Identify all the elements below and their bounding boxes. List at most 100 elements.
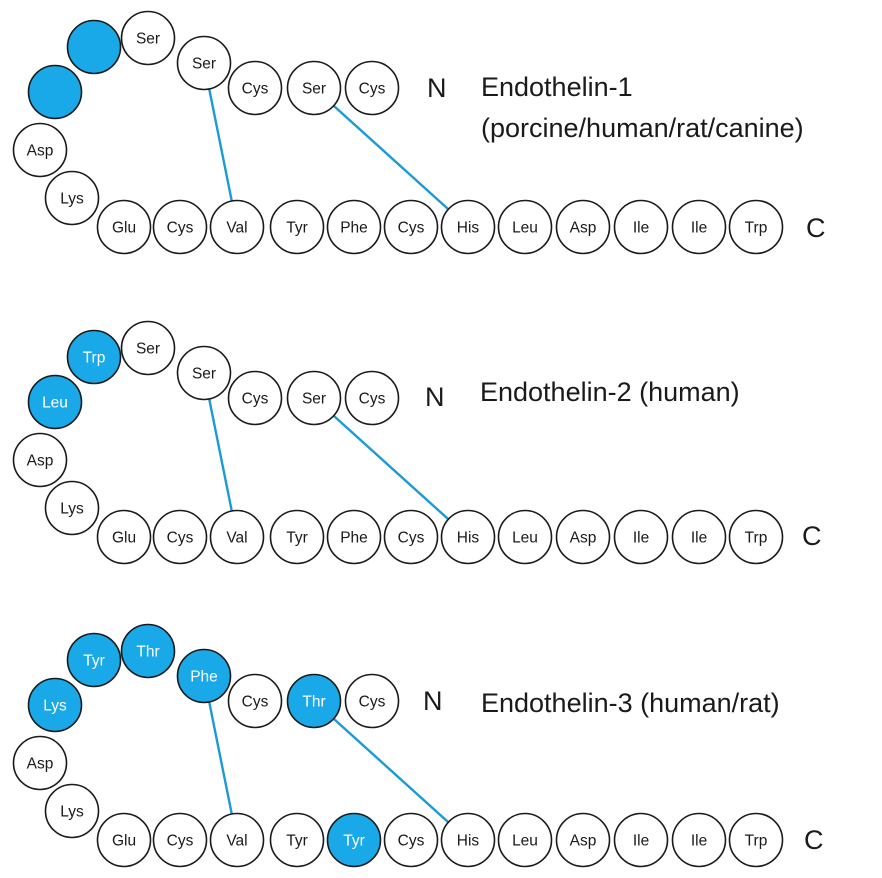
residue-20: Ile [671,812,727,868]
residue-10: Glu [96,509,152,565]
residue-circle [12,432,68,488]
residue-6 [66,19,122,75]
residue-label: Tyr [286,530,308,547]
residue-1: Cys [344,60,400,116]
residue-18: Asp [555,812,611,868]
residue-1: Cys [344,370,400,426]
residue-3: Cys [227,370,283,426]
residue-circle [671,509,727,565]
residue-1: Cys [344,673,400,729]
residue-14: Tyr [326,812,382,868]
residue-label: Ser [302,391,326,408]
peptide-panel-1: Cys Ser Cys Ser Ser Asp Lys Glu Cys Val Tyr Phe Cys H… [12,10,826,255]
c-terminus-label: C [806,213,826,243]
residue-11: Cys [152,199,208,255]
residue-circle [344,60,400,116]
residue-14: Phe [326,509,382,565]
residue-5: Ser [120,320,176,376]
n-terminus-label: N [425,382,445,412]
residue-circle-highlighted [120,623,176,679]
residue-circle [555,812,611,868]
residue-2: Ser [286,370,342,426]
disulfide-bond-1 [313,397,469,538]
residue-label: Ile [691,833,707,850]
residue-8: Asp [12,432,68,488]
residue-6: Trp [66,329,122,385]
residue-circle [440,199,496,255]
residue-13: Tyr [269,199,325,255]
residue-circle [227,673,283,729]
residue-label: Cys [398,530,425,547]
n-terminus-label: N [427,73,447,103]
peptide-title-line-1: Endothelin-1 [481,72,633,102]
residue-circle [497,509,553,565]
residue-circle [227,60,283,116]
residue-circle [326,509,382,565]
residue-label: Ser [302,81,326,98]
residue-circle [383,199,439,255]
residue-label: Leu [42,395,68,412]
residue-21: Trp [728,812,784,868]
residue-18: Asp [555,199,611,255]
residue-circle [497,199,553,255]
residue-label: Asp [27,143,54,160]
residue-label: Cys [242,694,269,711]
residue-circle [383,509,439,565]
residue-circle [555,509,611,565]
residue-16: His [440,199,496,255]
residue-label: Leu [512,220,538,237]
residue-circle-highlighted [176,648,232,704]
residue-circle [440,509,496,565]
residue-circle [326,199,382,255]
residue-label: Cys [359,81,386,98]
residue-circle [96,509,152,565]
residue-circle [44,783,100,839]
disulfide-bond-1 [313,87,469,228]
residue-circle [440,812,496,868]
residue-7 [27,64,83,120]
residue-label: Thr [136,644,159,661]
residue-circle-highlighted [66,329,122,385]
peptide-panel-2: Cys Ser Cys Ser Ser Trp Leu Asp Lys Glu Cys Val Tyr P… [12,320,822,565]
residue-15: Cys [383,509,439,565]
residue-circle [120,320,176,376]
residue-label: Glu [112,530,136,547]
residue-21: Trp [728,199,784,255]
residue-circle [671,812,727,868]
residue-circle [44,170,100,226]
residue-4: Ser [176,35,232,91]
residue-label: Cys [398,833,425,850]
residue-17: Leu [497,812,553,868]
residue-label: Asp [27,453,54,470]
residue-circle-highlighted [66,632,122,688]
residue-19: Ile [613,509,669,565]
disulfide-bond-2 [202,675,239,841]
residue-circle [613,199,669,255]
residue-14: Phe [326,199,382,255]
residue-7: Lys [27,677,83,733]
residue-9: Lys [44,480,100,536]
residue-12: Val [209,199,265,255]
residue-label: Ile [633,530,649,547]
residue-label: Leu [512,833,538,850]
residue-label: Tyr [286,833,308,850]
residue-label: Trp [83,350,106,367]
residue-circle [12,122,68,178]
residue-label: Cys [359,391,386,408]
residue-circle [671,199,727,255]
residue-circle-highlighted [326,812,382,868]
residue-circle [176,35,232,91]
residue-label: Tyr [286,220,308,237]
peptide-title-line-2: (porcine/human/rat/canine) [481,113,804,143]
residue-label: Val [226,220,247,237]
residue-21: Trp [728,509,784,565]
residue-label: Glu [112,220,136,237]
residue-circle [728,509,784,565]
residue-7: Leu [27,374,83,430]
residue-circle [209,199,265,255]
residue-circle [152,812,208,868]
residue-circle-highlighted [27,64,83,120]
residue-circle-highlighted [27,677,83,733]
residue-12: Val [209,812,265,868]
